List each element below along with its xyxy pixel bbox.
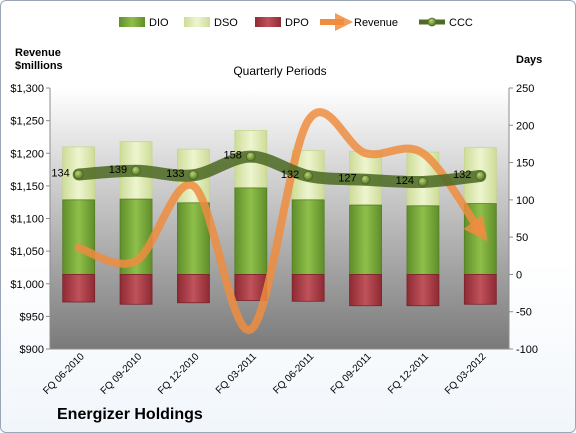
right-axis-tick-label: 150: [516, 158, 534, 170]
category-tick-label: FQ 09-2010: [99, 351, 145, 397]
bar-dpo: [406, 274, 440, 307]
bar-dpo: [349, 274, 382, 307]
revenue-line: [74, 108, 488, 334]
bar-dpo: [62, 274, 96, 303]
left-axis-tick-label: $900: [20, 344, 44, 356]
right-axis-label: Days: [516, 54, 542, 66]
left-axis-tick-label: $1,050: [10, 246, 44, 258]
ccc-point: [245, 151, 256, 162]
left-axis-tick-label: $950: [20, 311, 44, 323]
ccc-data-label: 133: [166, 168, 184, 180]
category-tick-label: FQ 06-2011: [271, 351, 316, 396]
ccc-point: [73, 169, 84, 180]
right-axis-tick-label: 50: [516, 232, 528, 244]
ccc-point: [188, 170, 199, 181]
right-axis-tick-label: 0: [516, 269, 522, 281]
legend-label-dio: DIO: [149, 17, 169, 29]
ccc-data-label: 127: [338, 173, 356, 185]
ccc-point: [303, 171, 314, 181]
category-tick-label: FQ 12-2011: [386, 351, 431, 396]
category-tick-label: FQ 03-2012: [443, 351, 489, 397]
legend-label-ccc: CCC: [449, 17, 473, 29]
left-axis-tick-label: $1,300: [10, 83, 44, 95]
right-axis-tick-label: 100: [516, 195, 534, 207]
ccc-data-label: 139: [109, 164, 127, 176]
left-axis-tick-label: $1,200: [10, 148, 44, 160]
right-axis-tick-label: -50: [516, 307, 532, 319]
ccc-point: [418, 177, 428, 187]
company-name: Energizer Holdings: [57, 406, 203, 423]
ccc-data-label: 134: [51, 168, 69, 180]
revenue-layer: [74, 108, 488, 334]
right-axis: -100 -50 0 50 100 150 200 250: [508, 83, 538, 356]
legend-label-dpo: DPO: [285, 17, 309, 29]
ccc-data-label: 124: [396, 175, 414, 187]
bar-dpo: [177, 274, 210, 304]
ccc-point: [360, 174, 371, 185]
bar-dio: [406, 205, 440, 275]
ccc-point: [475, 171, 486, 181]
ccc-point: [131, 165, 141, 176]
left-axis-label-line1: Revenue: [15, 47, 61, 59]
legend-swatch-dio: [119, 17, 145, 27]
ccc-data-label: 132: [453, 169, 471, 181]
bar-dio: [291, 199, 325, 275]
category-tick-label: FQ 12-2010: [156, 351, 202, 397]
category-axis: FQ 06-2010 FQ 09-2010 FQ 12-2010 FQ 03-2011…: [41, 348, 509, 397]
left-axis-tick-label: $1,000: [10, 279, 44, 291]
category-tick-label: FQ 03-2011: [214, 351, 259, 396]
category-tick-label: FQ 09-2011: [329, 351, 374, 396]
bar-dpo: [463, 274, 497, 305]
ccc-data-label: 158: [223, 150, 241, 162]
left-axis-tick-label: $1,250: [10, 116, 44, 128]
category-tick-label: FQ 06-2010: [41, 351, 87, 397]
left-axis-tick-label: $1,150: [10, 181, 44, 193]
bar-dpo: [291, 274, 325, 302]
legend: DIO DSO DPO Revenue CCC: [119, 13, 473, 31]
ccc-data-label: 132: [281, 169, 299, 181]
legend-label-revenue: Revenue: [354, 17, 398, 29]
left-axis-tick-label: $1,100: [10, 214, 44, 226]
right-axis-tick-label: -100: [516, 344, 538, 356]
right-axis-tick-label: 250: [516, 83, 534, 95]
left-axis-label-line2: $millions: [15, 60, 63, 72]
left-axis: $900 $950 $1,000 $1,050 $1,100 $1,150 $1,200 $1…: [10, 83, 51, 356]
right-axis-tick-label: 200: [516, 120, 534, 132]
legend-swatch-dpo: [255, 17, 281, 27]
legend-swatch-ccc-dot: [427, 17, 437, 27]
bar-dpo: [119, 274, 153, 305]
bar-dio: [349, 204, 382, 275]
chart-title: Quarterly Periods: [233, 64, 326, 78]
bar-dio: [62, 199, 96, 275]
legend-label-dso: DSO: [214, 17, 238, 29]
bar-dio: [234, 187, 268, 275]
legend-swatch-dso: [184, 17, 210, 27]
ccc-layer: 134 139 133 158 132 127 124 132: [51, 150, 487, 189]
